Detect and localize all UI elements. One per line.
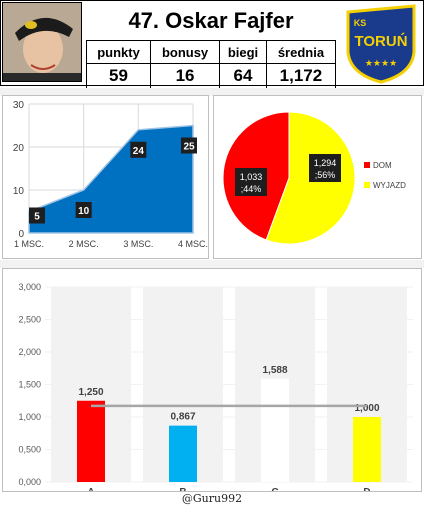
x-tick-label: 1 MSC. xyxy=(14,239,44,249)
x-tick-label: B xyxy=(179,487,186,491)
pie-label-box xyxy=(235,168,267,196)
stat-label-average: średnia xyxy=(265,40,337,64)
x-tick-label: 4 MSC. xyxy=(178,239,208,249)
area-series xyxy=(28,124,194,234)
data-label: 25 xyxy=(183,142,195,153)
bar-data-label: 1,588 xyxy=(262,365,287,376)
stat-value-average: 1,172 xyxy=(265,63,337,89)
x-tick-label: A xyxy=(87,487,94,491)
pie-data-label: 1,294 xyxy=(314,158,337,168)
stats-table: punkty bonusy biegi średnia 59 16 64 1,1… xyxy=(85,40,337,89)
bar xyxy=(77,400,105,482)
y-tick-label: 1,000 xyxy=(18,412,41,422)
x-tick-label: 3 MSC. xyxy=(123,239,153,249)
credit-text: @Guru992 xyxy=(181,492,243,505)
pie-label-box xyxy=(309,154,341,182)
club-logo: TORUŃ KS ★★★★ xyxy=(340,2,422,84)
legend-label: DOM xyxy=(373,161,392,170)
pie-data-label: 1,033 xyxy=(240,172,263,182)
data-label-box xyxy=(181,137,197,154)
logo-small-text: KS xyxy=(354,18,367,28)
pie-chart: 1,033 ;44% 1,294 ;56% DOM WYJAZD xyxy=(222,111,406,245)
legend-swatch xyxy=(364,182,370,188)
y-tick-label: 0 xyxy=(18,229,24,240)
y-tick-label: 0,500 xyxy=(18,445,41,455)
separator-band xyxy=(0,88,424,96)
stat-value-bonuses: 16 xyxy=(150,63,221,89)
bar xyxy=(169,425,197,482)
y-tick-label: 30 xyxy=(13,100,25,111)
data-label: 5 xyxy=(34,212,40,223)
data-label: 10 xyxy=(78,206,90,217)
logo-text: TORUŃ xyxy=(354,33,407,50)
stat-label-bonuses: bonusy xyxy=(150,40,221,64)
logo-stars: ★★★★ xyxy=(365,58,397,68)
data-label-box xyxy=(75,202,92,218)
stat-value-heats: 64 xyxy=(219,63,267,89)
bar xyxy=(353,417,381,482)
y-tick-label: 2,000 xyxy=(18,347,41,357)
y-tick-label: 1,500 xyxy=(18,380,41,390)
bar-data-label: 0,867 xyxy=(170,412,195,423)
data-label: 24 xyxy=(133,146,145,157)
y-tick-label: 20 xyxy=(13,143,25,154)
pie-chart-panel: 1,033 ;44% 1,294 ;56% DOM WYJAZD xyxy=(213,95,422,259)
y-tick-label: 2,500 xyxy=(18,315,41,325)
stat-value-points: 59 xyxy=(85,63,152,89)
page-title: 47. Oskar Fajfer xyxy=(128,7,294,33)
y-tick-label: 3,000 xyxy=(18,282,41,292)
x-tick-label: 2 MSC. xyxy=(69,239,99,249)
area-chart-panel: 0 10 20 30 1 MSC. 2 MSC. 3 MSC. 4 MSC. 5 10 24 25 xyxy=(2,95,209,259)
legend-label: WYJAZD xyxy=(373,181,406,190)
bar-data-label: 1,250 xyxy=(78,387,103,398)
y-tick-label: 0,000 xyxy=(18,477,41,487)
legend-swatch xyxy=(364,162,370,168)
stat-label-heats: biegi xyxy=(219,40,267,64)
pie-data-label: ;56% xyxy=(315,170,336,180)
pie-data-label: ;44% xyxy=(241,184,262,194)
bar-data-label: 1,000 xyxy=(354,403,379,414)
area-chart: 0 10 20 30 1 MSC. 2 MSC. 3 MSC. 4 MSC. 5 10 24 25 xyxy=(13,100,208,249)
x-tick-label: D xyxy=(363,487,370,491)
y-tick-label: 10 xyxy=(13,186,25,197)
stat-label-points: punkty xyxy=(85,40,152,64)
data-label-box xyxy=(29,207,45,224)
data-label-box xyxy=(130,141,147,158)
bar xyxy=(261,378,289,482)
x-tick-label: C xyxy=(271,487,278,491)
bar-chart-panel: 0,000 0,500 1,000 1,500 2,000 2,500 3,000 1,250… xyxy=(2,268,422,498)
separator-band xyxy=(0,260,424,268)
bar-chart: 0,000 0,500 1,000 1,500 2,000 2,500 3,000 1,250… xyxy=(18,282,413,498)
rider-photo xyxy=(2,2,82,82)
